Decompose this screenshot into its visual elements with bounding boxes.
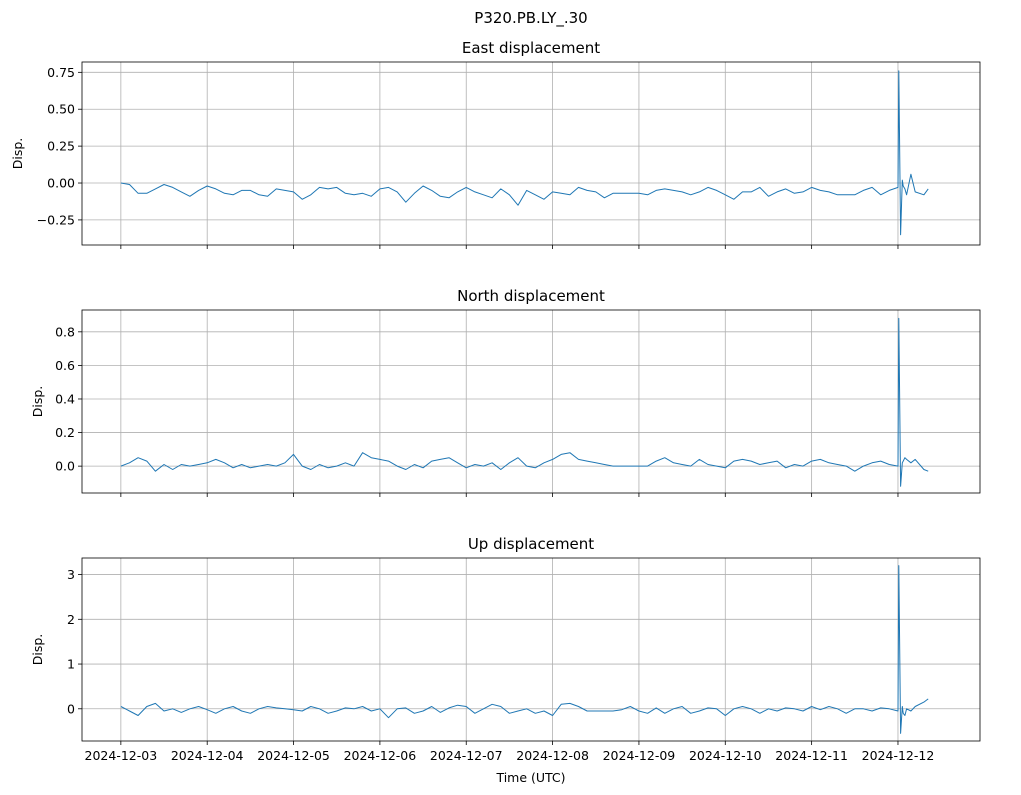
north-y-tick-label: 0.2 [55,425,75,440]
x-axis-label: Time (UTC) [495,770,565,785]
east-plot-frame [81,61,981,246]
east-y-tick-label: 0.75 [47,65,75,80]
east-displacement-series-line [120,70,929,236]
up-x-tick-label: 2024-12-07 [430,748,503,763]
east-y-tick-label: 0.00 [47,176,75,191]
north-plot-frame [81,309,981,494]
up-displacement-panel: 2024-12-03 2024-12-04 2024-12-05 2024-12-06… [30,535,981,785]
up-x-tick-label: 2024-12-09 [603,748,676,763]
up-y-tick-label: 3 [67,567,75,582]
up-displacement-series-line [120,565,929,734]
figure-title: P320.PB.LY_.30 [474,9,587,28]
up-x-tick-label: 2024-12-06 [344,748,417,763]
up-x-tick-label: 2024-12-04 [171,748,244,763]
east-y-tick-label: −0.25 [37,212,75,227]
north-y-tick-label: 0.4 [55,391,75,406]
north-displacement-panel: 0.0 0.2 0.4 0.6 0.8 North displacement Disp. [30,287,981,497]
up-y-tick-label: 0 [67,701,75,716]
north-y-tick-label: 0.6 [55,358,75,373]
north-y-tick-label: 0.0 [55,459,75,474]
east-panel-title: East displacement [462,39,600,57]
up-x-tick-label: 2024-12-05 [257,748,330,763]
up-y-axis-label: Disp. [30,634,45,666]
north-y-axis-label: Disp. [30,386,45,418]
up-panel-title: Up displacement [468,535,594,553]
up-x-tick-label: 2024-12-12 [862,748,935,763]
north-displacement-series-line [120,317,929,487]
north-y-tick-label: 0.8 [55,324,75,339]
east-y-tick-label: 0.50 [47,102,75,117]
east-y-tick-label: 0.25 [47,139,75,154]
east-y-axis-label: Disp. [10,138,25,170]
north-panel-title: North displacement [457,287,605,305]
up-x-tick-label: 2024-12-03 [85,748,158,763]
up-x-tick-label: 2024-12-11 [775,748,848,763]
up-plot-frame [81,557,981,742]
up-y-tick-label: 1 [67,657,75,672]
up-x-tick-label: 2024-12-10 [689,748,762,763]
up-y-tick-label: 2 [67,612,75,627]
east-displacement-panel: −0.25 0.00 0.25 0.50 0.75 East displacement Di… [10,39,981,249]
up-x-tick-label: 2024-12-08 [516,748,589,763]
